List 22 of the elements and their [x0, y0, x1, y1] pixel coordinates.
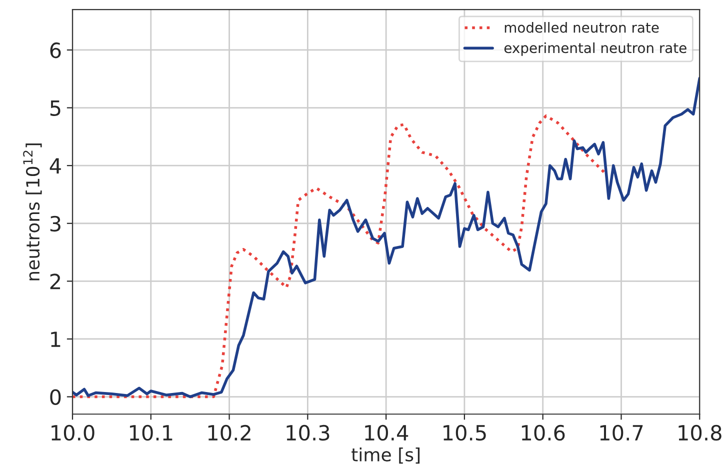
x-tick-label: 10.3: [286, 424, 330, 441]
y-tick-label: 1: [51, 332, 60, 347]
y-tick-label: 4: [50, 158, 61, 174]
legend-label: modelled neutron rate: [504, 22, 659, 33]
line-series: [72, 76, 700, 398]
x-tick-label: 10.1: [130, 424, 172, 441]
y-tick-label: 2: [50, 274, 60, 290]
x-tick-label: 10.4: [365, 424, 408, 441]
legend-label: experimental neutron rate: [504, 42, 686, 56]
line-series: [72, 114, 607, 398]
y-tick-label: 6: [50, 42, 61, 58]
x-tick-label: 10.8: [678, 424, 722, 441]
y-tick-label: 0: [50, 389, 61, 405]
x-tick-label: 10.7: [600, 424, 643, 441]
y-tick-label: 5: [50, 100, 60, 116]
x-tick-label: 10.0: [52, 424, 94, 441]
y-tick-label: 3: [50, 216, 60, 232]
x-tick-label: 10.2: [208, 424, 250, 441]
y-axis-title: neutrons [10$^{12}$]: [23, 143, 42, 280]
x-axis-title: time [s]: [352, 447, 420, 464]
x-tick-label: 10.6: [522, 424, 565, 441]
x-tick-label: 10.5: [444, 424, 486, 441]
